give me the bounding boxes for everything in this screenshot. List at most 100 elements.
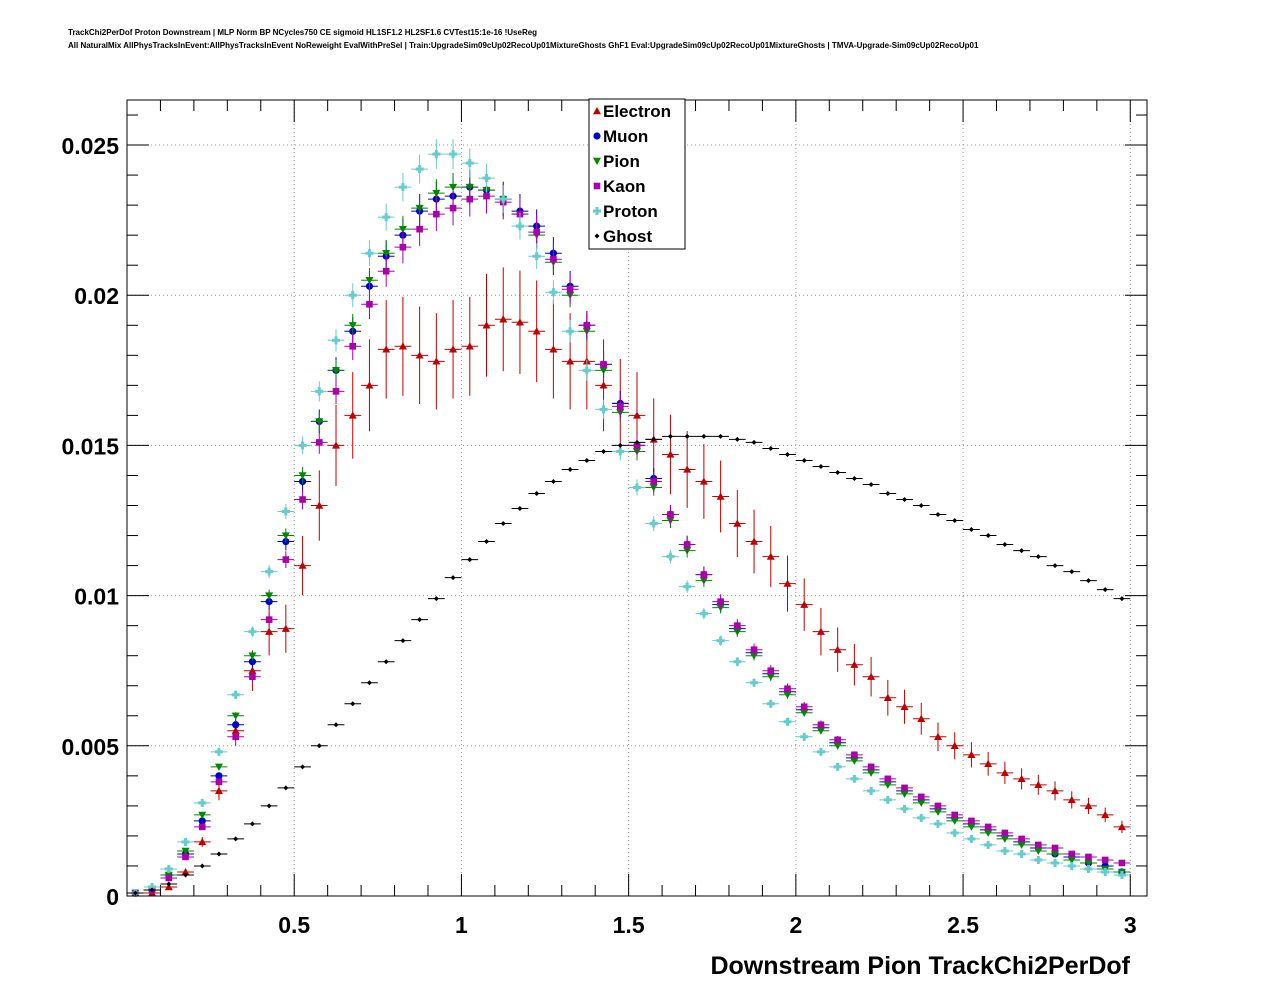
kaon-point [583, 321, 591, 329]
proton-point [231, 690, 240, 699]
ghost-point [166, 881, 172, 887]
legend: Electron Muon Pion Kaon Proton Ghost [588, 98, 686, 250]
kaon-point [1118, 859, 1126, 867]
ghost-point [450, 575, 456, 581]
proton-point [566, 327, 575, 336]
legend-label-muon: Muon [603, 127, 648, 146]
electron-point [248, 666, 257, 674]
pion-point [265, 592, 274, 600]
electron-point [666, 450, 675, 458]
ghost-point [500, 521, 506, 527]
electron-point [449, 345, 458, 353]
kaon-point [382, 267, 390, 275]
ghost-point [333, 722, 339, 728]
electron-point [950, 741, 959, 750]
ghost-point [634, 439, 640, 445]
legend-marker-ghost [594, 233, 600, 239]
ghost-point [902, 497, 908, 503]
proton-point-v [451, 150, 455, 159]
pion-point [348, 322, 357, 330]
legend-marker-muon [593, 132, 601, 140]
pion-point [783, 691, 792, 699]
proton-point-v [317, 387, 321, 396]
kaon-point [1101, 856, 1109, 864]
proton-point-v [1103, 867, 1107, 876]
pion-point [214, 763, 223, 771]
kaon-point [1068, 850, 1076, 858]
kaon-point [399, 243, 407, 251]
proton-point [649, 519, 658, 528]
pion-point [231, 712, 240, 720]
kaon-point [483, 192, 490, 200]
electron-point [1051, 786, 1060, 795]
electron-point [1034, 780, 1043, 789]
proton-point-v [535, 252, 539, 261]
electron-point [499, 315, 508, 323]
x-tick-label: 2.5 [947, 912, 979, 938]
kaon-point [984, 823, 992, 831]
ghost-point [517, 506, 523, 512]
ghost-point [968, 527, 974, 533]
proton-point [733, 657, 742, 666]
proton-point [900, 804, 909, 813]
proton-point-v [167, 864, 171, 873]
electron-point [315, 501, 324, 509]
y-tick-label: 0.02 [74, 283, 119, 309]
electron-point [783, 579, 792, 587]
kaon-point [951, 811, 959, 819]
electron-point [733, 519, 742, 527]
electron-point [515, 318, 524, 326]
kaon-point [901, 784, 908, 792]
kaon-point [800, 703, 808, 711]
ghost-point [216, 851, 222, 857]
ghost-point [199, 863, 205, 869]
y-tick-label: 0.025 [61, 133, 119, 159]
legend-label-electron: Electron [603, 102, 671, 121]
proton-point-v [852, 774, 856, 783]
proton-point [967, 834, 976, 843]
kaon-point [566, 285, 574, 293]
electron-point [398, 342, 407, 350]
ghost-point [751, 439, 757, 445]
muon-point [198, 817, 206, 825]
series-proton [127, 139, 1131, 897]
proton-point-v [1053, 858, 1057, 867]
proton-point-v [886, 795, 890, 804]
pion-point [950, 817, 959, 825]
pion-point [900, 790, 909, 798]
ghost-point [1085, 578, 1091, 584]
ghost-point [601, 448, 607, 454]
ghost-point [1019, 548, 1025, 554]
kaon-point [917, 793, 925, 801]
kaon-point [851, 751, 858, 759]
kaon-point [700, 571, 708, 578]
proton-point [633, 483, 641, 492]
proton-point-v [685, 582, 689, 591]
ghost-point [534, 490, 540, 496]
electron-point [699, 477, 708, 485]
proton-point [666, 552, 675, 561]
kaon-point [198, 823, 206, 831]
kaon-point [249, 673, 256, 681]
proton-point [783, 717, 792, 726]
kaon-point [215, 778, 223, 786]
kaon-point [1018, 835, 1025, 843]
ghost-point [1069, 569, 1075, 575]
pion-point [917, 799, 926, 807]
proton-point-v [903, 804, 907, 813]
proton-point [984, 840, 993, 849]
kaon-point [616, 403, 624, 410]
pion-point [1084, 859, 1093, 867]
proton-point-v [836, 762, 840, 771]
proton-point [933, 819, 942, 828]
proton-point-v [501, 195, 505, 204]
legend-label-kaon: Kaon [603, 177, 646, 196]
ghost-point [417, 617, 423, 623]
electron-point [800, 600, 809, 608]
electron-point [750, 537, 759, 545]
proton-point [214, 747, 223, 756]
pion-point [1017, 841, 1026, 849]
proton-point-v [367, 249, 371, 258]
proton-point [449, 150, 458, 159]
ghost-point [383, 659, 389, 665]
